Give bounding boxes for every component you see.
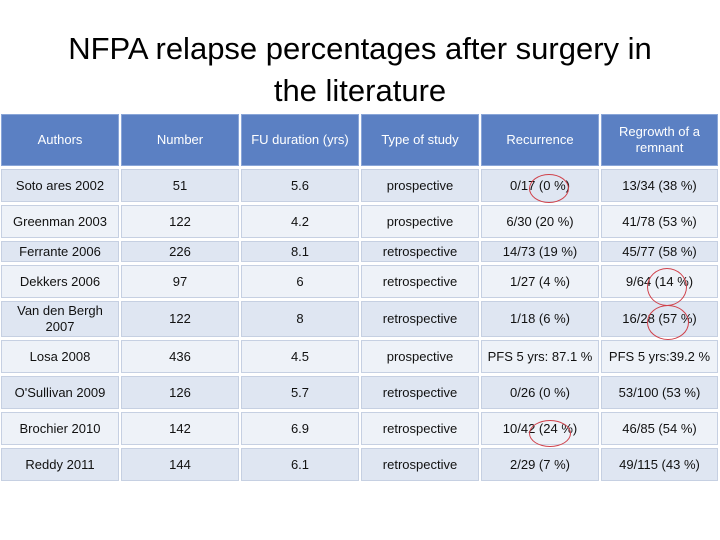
cell-regrowth: 49/115 (43 %) bbox=[601, 448, 718, 481]
cell-recurrence: 14/73 (19 %) bbox=[481, 241, 599, 262]
header-recurrence: Recurrence bbox=[481, 114, 599, 166]
table-header-row: Authors Number FU duration (yrs) Type of… bbox=[1, 114, 718, 166]
cell-regrowth: 41/78 (53 %) bbox=[601, 205, 718, 238]
cell-fu-duration: 5.6 bbox=[241, 169, 359, 202]
cell-number: 142 bbox=[121, 412, 239, 445]
cell-author: Brochier 2010 bbox=[1, 412, 119, 445]
cell-author: Soto ares 2002 bbox=[1, 169, 119, 202]
cell-number: 122 bbox=[121, 205, 239, 238]
cell-fu-duration: 6 bbox=[241, 265, 359, 298]
title-line-1: NFPA relapse percentages after surgery i… bbox=[68, 31, 652, 66]
cell-fu-duration: 6.1 bbox=[241, 448, 359, 481]
table-row: O'Sullivan 2009 126 5.7 retrospective 0/… bbox=[1, 376, 718, 409]
cell-author: Losa 2008 bbox=[1, 340, 119, 373]
cell-study-type: prospective bbox=[361, 205, 479, 238]
cell-number: 436 bbox=[121, 340, 239, 373]
cell-number: 144 bbox=[121, 448, 239, 481]
slide-title: NFPA relapse percentages after surgery i… bbox=[0, 28, 720, 112]
cell-recurrence: 1/18 (6 %) bbox=[481, 301, 599, 337]
cell-regrowth: 16/28 (57 %) bbox=[601, 301, 718, 337]
cell-fu-duration: 8.1 bbox=[241, 241, 359, 262]
header-type-of-study: Type of study bbox=[361, 114, 479, 166]
cell-recurrence: PFS 5 yrs: 87.1 % bbox=[481, 340, 599, 373]
cell-study-type: retrospective bbox=[361, 376, 479, 409]
cell-fu-duration: 4.2 bbox=[241, 205, 359, 238]
cell-author: Van den Bergh 2007 bbox=[1, 301, 119, 337]
cell-author: O'Sullivan 2009 bbox=[1, 376, 119, 409]
cell-recurrence: 2/29 (7 %) bbox=[481, 448, 599, 481]
cell-regrowth: 9/64 (14 %) bbox=[601, 265, 718, 298]
cell-number: 51 bbox=[121, 169, 239, 202]
cell-study-type: retrospective bbox=[361, 301, 479, 337]
cell-number: 97 bbox=[121, 265, 239, 298]
table-row: Losa 2008 436 4.5 prospective PFS 5 yrs:… bbox=[1, 340, 718, 373]
header-fu-duration: FU duration (yrs) bbox=[241, 114, 359, 166]
cell-author: Reddy 2011 bbox=[1, 448, 119, 481]
cell-fu-duration: 5.7 bbox=[241, 376, 359, 409]
cell-study-type: retrospective bbox=[361, 265, 479, 298]
table-row: Dekkers 2006 97 6 retrospective 1/27 (4 … bbox=[1, 265, 718, 298]
cell-number: 122 bbox=[121, 301, 239, 337]
table-row: Greenman 2003 122 4.2 prospective 6/30 (… bbox=[1, 205, 718, 238]
cell-author: Ferrante 2006 bbox=[1, 241, 119, 262]
cell-author: Greenman 2003 bbox=[1, 205, 119, 238]
cell-study-type: retrospective bbox=[361, 448, 479, 481]
header-number: Number bbox=[121, 114, 239, 166]
cell-fu-duration: 4.5 bbox=[241, 340, 359, 373]
cell-author: Dekkers 2006 bbox=[1, 265, 119, 298]
cell-recurrence: 6/30 (20 %) bbox=[481, 205, 599, 238]
table-row: Van den Bergh 2007 122 8 retrospective 1… bbox=[1, 301, 718, 337]
header-regrowth: Regrowth of a remnant bbox=[601, 114, 718, 166]
header-authors: Authors bbox=[1, 114, 119, 166]
table-row: Soto ares 2002 51 5.6 prospective 0/17 (… bbox=[1, 169, 718, 202]
cell-recurrence: 0/17 (0 %) bbox=[481, 169, 599, 202]
cell-fu-duration: 8 bbox=[241, 301, 359, 337]
cell-fu-duration: 6.9 bbox=[241, 412, 359, 445]
cell-regrowth: 13/34 (38 %) bbox=[601, 169, 718, 202]
table-row: Brochier 2010 142 6.9 retrospective 10/4… bbox=[1, 412, 718, 445]
relapse-table-container: Authors Number FU duration (yrs) Type of… bbox=[1, 114, 718, 486]
cell-regrowth: 46/85 (54 %) bbox=[601, 412, 718, 445]
relapse-table: Authors Number FU duration (yrs) Type of… bbox=[0, 111, 720, 484]
cell-recurrence: 1/27 (4 %) bbox=[481, 265, 599, 298]
table-row: Ferrante 2006 226 8.1 retrospective 14/7… bbox=[1, 241, 718, 262]
cell-recurrence: 0/26 (0 %) bbox=[481, 376, 599, 409]
table-row: Reddy 2011 144 6.1 retrospective 2/29 (7… bbox=[1, 448, 718, 481]
title-line-2: the literature bbox=[273, 73, 447, 108]
cell-regrowth: 53/100 (53 %) bbox=[601, 376, 718, 409]
cell-study-type: prospective bbox=[361, 169, 479, 202]
cell-number: 126 bbox=[121, 376, 239, 409]
cell-study-type: retrospective bbox=[361, 412, 479, 445]
cell-number: 226 bbox=[121, 241, 239, 262]
cell-regrowth: 45/77 (58 %) bbox=[601, 241, 718, 262]
cell-study-type: retrospective bbox=[361, 241, 479, 262]
cell-regrowth: PFS 5 yrs:39.2 % bbox=[601, 340, 718, 373]
cell-study-type: prospective bbox=[361, 340, 479, 373]
cell-recurrence: 10/42 (24 %) bbox=[481, 412, 599, 445]
